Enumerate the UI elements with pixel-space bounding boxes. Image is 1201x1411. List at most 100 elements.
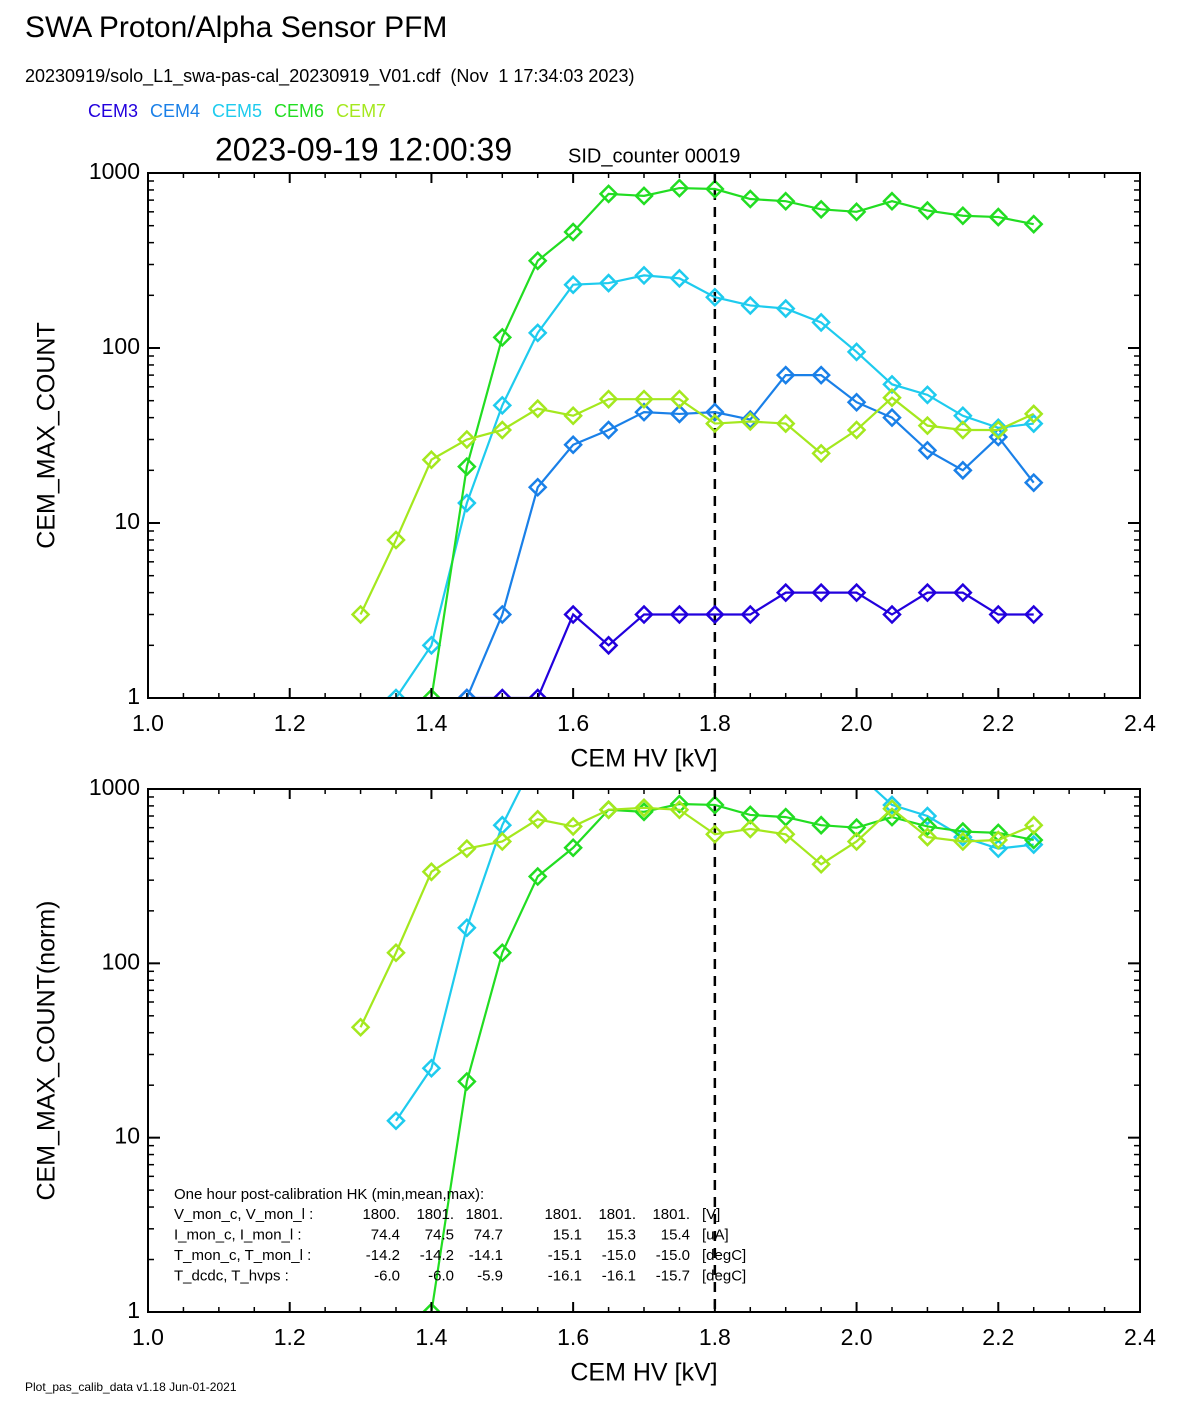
x-tick-label: 1.2 bbox=[274, 710, 306, 736]
data-point bbox=[705, 795, 725, 815]
hk-value: -14.2 bbox=[420, 1247, 454, 1264]
data-point bbox=[811, 365, 831, 385]
data-point bbox=[882, 387, 902, 408]
hk-value: 74.5 bbox=[425, 1226, 454, 1243]
data-point bbox=[1023, 214, 1044, 234]
data-point bbox=[563, 434, 583, 455]
data-point bbox=[775, 365, 796, 385]
data-point bbox=[421, 1302, 442, 1312]
data-point bbox=[1023, 815, 1044, 835]
data-point bbox=[598, 273, 619, 293]
hk-value: -5.9 bbox=[477, 1267, 503, 1284]
x-tick-label: 1.8 bbox=[699, 1324, 731, 1350]
x-tick-label: 2.0 bbox=[841, 710, 873, 736]
legend-entry: CEM7 bbox=[336, 101, 386, 121]
y-tick-label: 100 bbox=[102, 333, 140, 359]
data-point bbox=[527, 477, 548, 498]
data-point bbox=[669, 178, 690, 198]
data-point bbox=[988, 830, 1009, 850]
footer: Plot_pas_calib_data v1.18 Jun-01-2021 bbox=[25, 1380, 237, 1394]
hk-value: -14.2 bbox=[366, 1247, 400, 1264]
x-tick-label: 1.4 bbox=[415, 710, 447, 736]
data-point bbox=[705, 604, 725, 625]
page-title: SWA Proton/Alpha Sensor PFM bbox=[25, 11, 447, 44]
series-line bbox=[465, 374, 1035, 698]
data-point bbox=[882, 374, 902, 395]
hk-value: 1801. bbox=[544, 1206, 582, 1223]
data-point bbox=[598, 184, 619, 204]
hk-value: -16.1 bbox=[548, 1267, 582, 1284]
data-point bbox=[740, 604, 761, 625]
data-point bbox=[421, 862, 442, 882]
data-point bbox=[350, 604, 371, 625]
data-point bbox=[457, 838, 477, 859]
data-point bbox=[527, 323, 548, 343]
series-line bbox=[395, 789, 1034, 1122]
data-point bbox=[563, 274, 583, 295]
data-point bbox=[775, 824, 796, 845]
data-point bbox=[492, 327, 513, 348]
data-point bbox=[563, 604, 583, 625]
hk-label: I_mon_c, I_mon_l : bbox=[174, 1226, 302, 1243]
data-point bbox=[917, 582, 938, 603]
data-point bbox=[421, 1058, 442, 1079]
data-point bbox=[1023, 830, 1044, 850]
data-point bbox=[492, 604, 513, 625]
x-tick-label: 2.2 bbox=[982, 1324, 1014, 1350]
y-tick-label: 10 bbox=[114, 1123, 140, 1149]
data-point bbox=[634, 389, 654, 409]
hk-unit: [uA] bbox=[702, 1226, 729, 1243]
data-point bbox=[563, 816, 583, 837]
data-point bbox=[1023, 472, 1044, 493]
data-point bbox=[457, 1071, 477, 1092]
timestamp: 2023-09-19 12:00:39 bbox=[215, 131, 512, 167]
data-point bbox=[527, 866, 548, 887]
y-tick-label: 100 bbox=[102, 948, 140, 974]
hk-unit: [degC] bbox=[702, 1247, 746, 1264]
hk-value: -14.1 bbox=[469, 1247, 503, 1264]
data-point bbox=[953, 582, 973, 603]
data-point bbox=[953, 460, 973, 481]
data-point bbox=[457, 917, 477, 938]
hk-value: -15.1 bbox=[548, 1247, 582, 1264]
data-point bbox=[917, 806, 938, 826]
data-point bbox=[634, 798, 654, 818]
hk-value: -15.0 bbox=[656, 1247, 690, 1264]
data-point bbox=[492, 420, 513, 440]
data-point bbox=[953, 405, 973, 426]
data-point bbox=[669, 800, 690, 820]
data-point bbox=[598, 635, 619, 656]
x-tick-label: 1.4 bbox=[415, 1324, 447, 1350]
data-point bbox=[457, 688, 477, 698]
data-point bbox=[457, 456, 477, 477]
data-point bbox=[811, 815, 831, 835]
hk-value: 1801. bbox=[465, 1206, 503, 1223]
data-point bbox=[1023, 413, 1044, 434]
x-tick-label: 1.6 bbox=[557, 710, 589, 736]
data-point bbox=[705, 402, 725, 422]
data-point bbox=[527, 398, 548, 419]
data-point bbox=[705, 413, 725, 434]
data-point bbox=[988, 838, 1009, 859]
data-point bbox=[492, 831, 513, 852]
data-point bbox=[775, 582, 796, 603]
data-point bbox=[988, 207, 1009, 227]
data-point bbox=[740, 411, 761, 432]
data-point bbox=[811, 854, 831, 875]
data-point bbox=[669, 404, 690, 424]
x-axis-label: CEM HV [kV] bbox=[570, 1359, 717, 1387]
data-point bbox=[598, 420, 619, 440]
data-point bbox=[457, 429, 477, 450]
data-point bbox=[953, 821, 973, 842]
data-point bbox=[563, 405, 583, 426]
data-point bbox=[386, 688, 406, 698]
hk-value: 74.4 bbox=[371, 1226, 400, 1243]
y-tick-label: 1 bbox=[127, 683, 140, 709]
hk-value: 1801. bbox=[416, 1206, 454, 1223]
plot-area bbox=[350, 789, 1044, 1312]
data-point bbox=[740, 189, 761, 209]
y-tick-label: 1 bbox=[127, 1297, 140, 1323]
x-axis-label: CEM HV [kV] bbox=[570, 745, 717, 773]
hk-label: T_dcdc, T_hvps : bbox=[174, 1267, 289, 1284]
